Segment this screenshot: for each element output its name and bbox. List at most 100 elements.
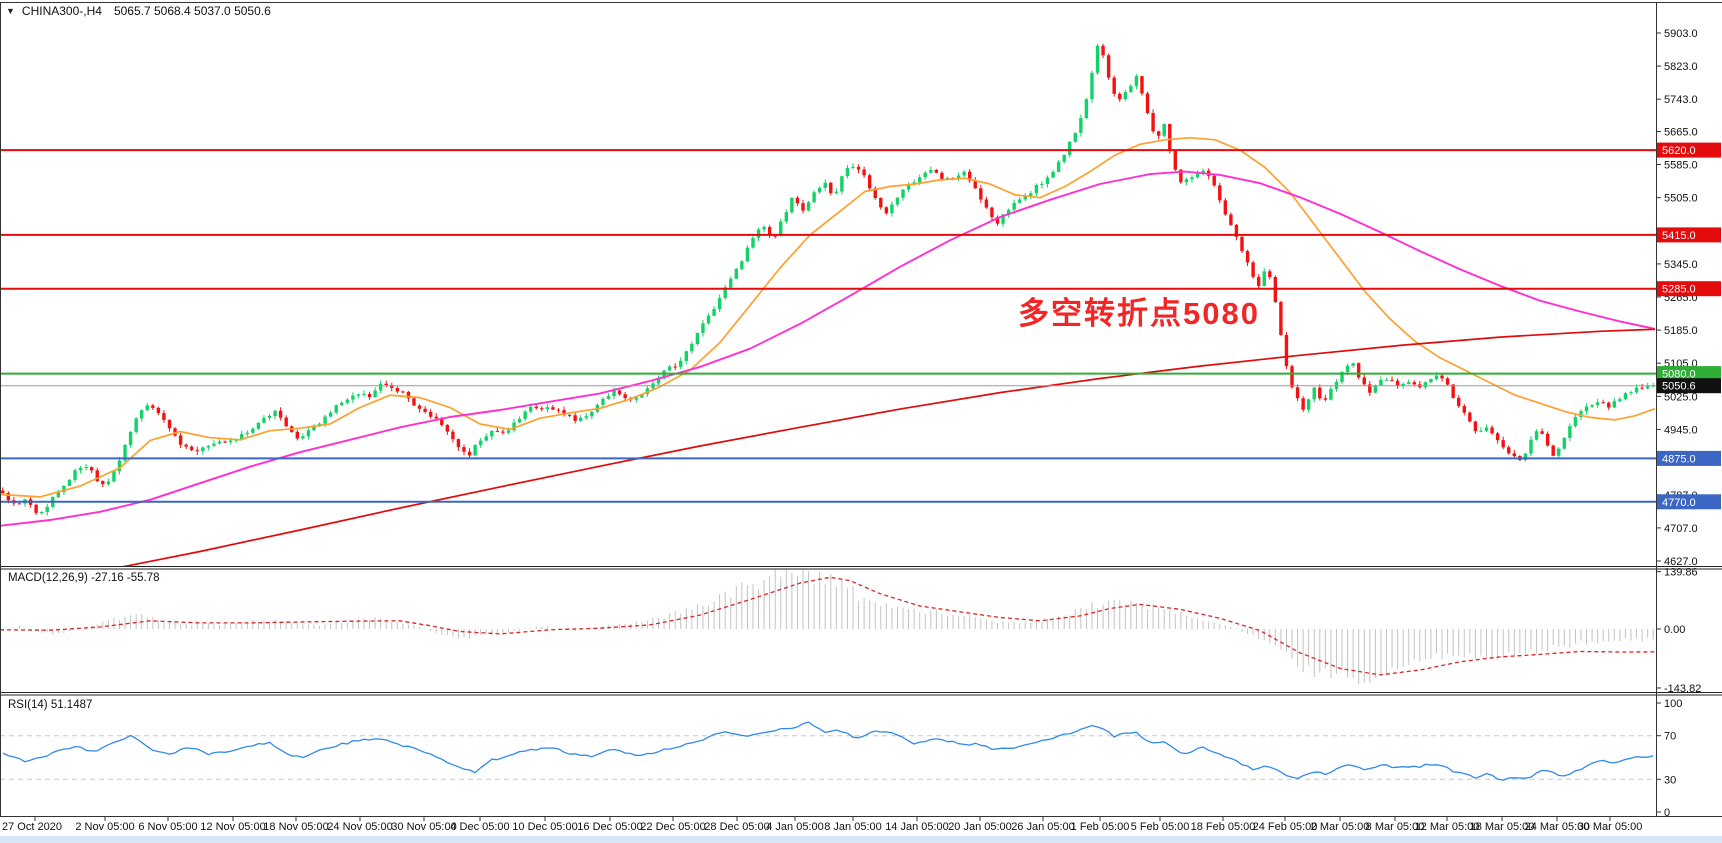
time-axis-label: 18 Mar 05:00 — [1470, 821, 1535, 833]
candle — [1390, 376, 1394, 382]
symbol-dropdown-icon[interactable]: ▼ — [6, 6, 15, 16]
rsi-indicator-label: RSI(14) 51.1487 — [8, 699, 93, 711]
candle — [78, 465, 83, 474]
candle — [1006, 208, 1011, 218]
price-level-label-bg — [1657, 142, 1721, 158]
candle — [601, 396, 605, 409]
candle — [1256, 274, 1261, 289]
time-axis-label: 1 Feb 05:00 — [1071, 821, 1130, 833]
candle — [217, 439, 222, 445]
candle — [606, 393, 611, 400]
candle — [140, 409, 144, 422]
price-axis-tick-label: 5505.0 — [1664, 193, 1698, 205]
macd-axis-tick-label: 139.86 — [1664, 567, 1698, 579]
candle — [1201, 168, 1205, 176]
price-level-label-bg — [1657, 450, 1721, 466]
candle — [523, 409, 527, 422]
candle — [723, 284, 727, 300]
candle — [1284, 332, 1289, 370]
time-axis-label: 5 Feb 05:00 — [1131, 821, 1190, 833]
candle — [840, 175, 844, 195]
candle — [1029, 190, 1033, 199]
candle — [1534, 429, 1539, 441]
candle — [1629, 390, 1633, 396]
candle — [1562, 436, 1567, 450]
candle — [1557, 447, 1561, 458]
time-axis-label: 30 Mar 05:00 — [1578, 821, 1643, 833]
candle — [101, 480, 105, 488]
candle — [562, 406, 566, 417]
candle — [1223, 197, 1228, 216]
candle — [1240, 234, 1244, 254]
candle — [106, 478, 111, 487]
rsi-panel[interactable] — [0, 721, 1656, 781]
candle — [73, 468, 77, 483]
time-axis-label: 16 Dec 05:00 — [577, 821, 642, 833]
candle — [1540, 428, 1544, 435]
time-axis[interactable]: 27 Oct 2020 2 Nov 05:00 6 Nov 05:00 12 Nov … — [2, 817, 1642, 833]
candle — [1318, 384, 1322, 401]
time-axis-label: 24 Nov 05:00 — [327, 821, 392, 833]
candle — [1045, 175, 1050, 188]
candle — [1640, 384, 1644, 390]
candle — [45, 503, 49, 516]
candle — [579, 414, 583, 423]
candle — [95, 467, 99, 483]
candle — [795, 195, 800, 207]
candle — [673, 363, 677, 371]
price-level-label: 5080.0 — [1662, 369, 1696, 381]
price-axis[interactable]: 5903.05823.05743.05665.05585.05505.05425… — [1656, 28, 1721, 568]
candle — [745, 245, 750, 263]
candle — [356, 393, 361, 399]
candle — [401, 390, 405, 394]
price-panel[interactable] — [0, 43, 1655, 588]
candle — [995, 215, 1000, 226]
candle — [39, 511, 44, 515]
macd-axis-tick-label: -143.82 — [1664, 683, 1701, 695]
symbol-timeframe-label: CHINA300-,H4 — [21, 4, 102, 18]
candle — [751, 235, 755, 249]
candle — [1156, 130, 1161, 140]
price-level-label: 5620.0 — [1662, 145, 1696, 157]
candle — [762, 225, 766, 233]
candle — [478, 437, 483, 448]
candle — [206, 444, 211, 451]
candle — [190, 445, 194, 452]
candle — [1545, 431, 1550, 447]
candle — [884, 206, 889, 215]
candle — [934, 168, 939, 174]
candle — [790, 197, 794, 215]
chart-annotation-text[interactable]: 多空转折点5080 — [1018, 296, 1260, 331]
candle — [512, 418, 516, 433]
candle — [117, 456, 122, 475]
candle — [1040, 181, 1044, 189]
macd-panel[interactable] — [0, 567, 1655, 685]
candle — [362, 390, 366, 397]
candle — [829, 182, 833, 196]
candle — [1529, 436, 1533, 457]
candle — [1218, 182, 1222, 204]
candle — [806, 200, 811, 212]
candle — [1612, 398, 1617, 409]
candle — [929, 166, 933, 174]
candle — [1568, 423, 1572, 442]
candle — [1095, 44, 1100, 75]
rsi-axis-tick-label: 0 — [1664, 807, 1670, 819]
candle — [395, 386, 400, 394]
candle — [1351, 362, 1355, 368]
rsi-axis-tick-label: 100 — [1664, 698, 1682, 710]
price-level-label: 5285.0 — [1662, 284, 1696, 296]
candle — [1607, 401, 1611, 411]
candle — [1268, 269, 1272, 280]
candle — [1507, 445, 1511, 455]
candle — [551, 405, 555, 411]
candle — [1112, 75, 1116, 97]
candle — [784, 209, 789, 224]
price-level-label: 5415.0 — [1662, 230, 1696, 242]
price-level-label-bg — [1657, 366, 1721, 382]
window-bottom-edge — [0, 836, 1722, 843]
candle — [1173, 149, 1178, 171]
candle — [67, 479, 72, 487]
candle — [684, 350, 688, 365]
